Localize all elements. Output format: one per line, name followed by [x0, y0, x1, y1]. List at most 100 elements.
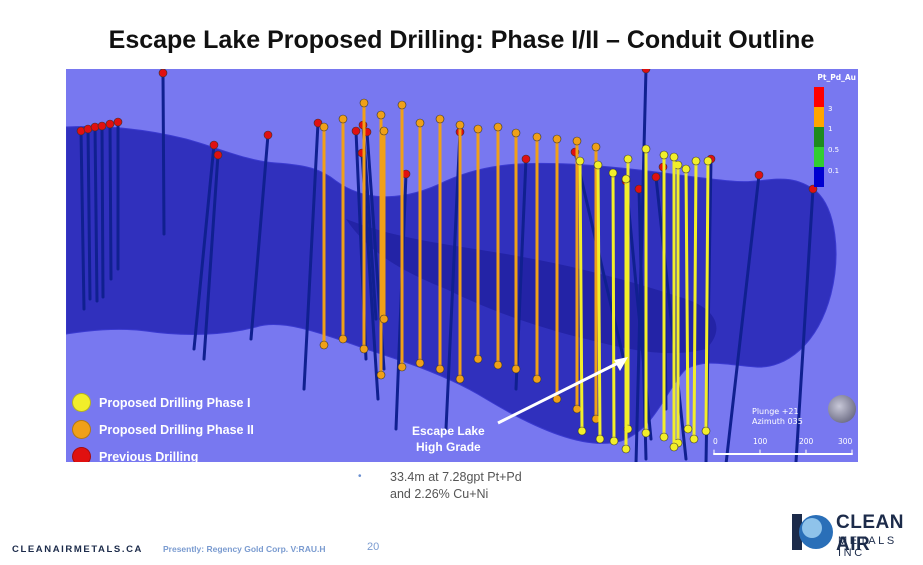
phase1-collar-icon — [621, 174, 631, 184]
phase2-collar-icon — [415, 118, 425, 128]
phase2-collar-icon — [435, 364, 445, 374]
distance-label-100: 100 — [753, 437, 768, 446]
phase1-collar-icon — [659, 150, 669, 160]
previous-drill-trace — [79, 129, 86, 311]
phase2-collar-icon — [473, 354, 483, 364]
arrow-head-icon — [614, 357, 628, 371]
bullet-icon: • — [358, 471, 362, 482]
previous-drill-trace — [108, 122, 113, 281]
logo-mark-icon — [792, 514, 833, 550]
previous-drill-trace — [444, 130, 462, 431]
grade-label-0-5: 0.5 — [828, 146, 840, 154]
phase1-collar-icon — [669, 152, 679, 162]
phase2-collar-icon — [552, 134, 562, 144]
footer-website: CLEANAIRMETALS.CA — [12, 544, 143, 555]
phase1-collar-icon — [681, 164, 691, 174]
previous-drill-trace — [794, 187, 815, 462]
distance-label-200: 200 — [799, 437, 814, 446]
high-grade-callout: Escape Lake High Grade — [412, 423, 485, 455]
phase2-collar-icon — [397, 100, 407, 110]
grade-label-3: 3 — [828, 105, 833, 113]
plunge-readout: Plunge +21 — [752, 407, 799, 416]
grade-bin-0-5 — [814, 127, 824, 147]
phase1-collar-icon — [609, 436, 619, 446]
phase2-collar-icon — [473, 124, 483, 134]
phase1-drill-trace — [704, 159, 710, 433]
conduit-scene — [66, 69, 853, 462]
view-orientation: Plunge +21 Azimuth 035 — [752, 407, 803, 427]
previous-drill-trace — [86, 127, 92, 301]
highlight-text: 33.4m at 7.28gpt Pt+Pd and 2.26% Cu+Ni — [390, 469, 522, 503]
previous-collar-icon — [651, 172, 661, 182]
phase1-collar-icon — [593, 160, 603, 170]
phase1-collar-icon — [669, 442, 679, 452]
previous-collar-icon — [90, 122, 100, 132]
phase1-collar-icon — [608, 168, 618, 178]
previous-collar-icon — [209, 140, 219, 150]
phase2-collar-icon — [493, 122, 503, 132]
highlight-line2: and 2.26% Cu+Ni — [390, 487, 489, 501]
phase1-collar-icon — [641, 428, 651, 438]
grade-bin-3 — [814, 87, 824, 107]
previous-drill-trace — [93, 125, 99, 303]
slide-title: Escape Lake Proposed Drilling: Phase I/I… — [108, 26, 815, 54]
grade-scale-bar — [814, 87, 824, 187]
phase2-collar-icon — [379, 314, 389, 324]
phase1-collar-icon — [691, 156, 701, 166]
phase2-collar-icon — [572, 136, 582, 146]
previous-drill-trace — [573, 150, 628, 371]
footer-note: Presently: Regency Gold Corp. V:RAU.H — [163, 544, 326, 554]
phase1-collar-icon — [683, 424, 693, 434]
phase2-collar-icon — [376, 110, 386, 120]
logo-word-metals: METALS INC — [838, 535, 897, 559]
drilling-3d-view: Pt_Pd_Au 3 1 0.5 0.1 Proposed Drilling P… — [66, 69, 858, 462]
grade-bin-1 — [814, 107, 824, 127]
red-dot-icon — [72, 447, 91, 462]
phase1-drill-trace — [684, 167, 690, 431]
phase1-drill-trace — [692, 159, 698, 441]
legend-label: Proposed Drilling Phase II — [99, 422, 254, 437]
previous-drill-trace — [100, 124, 105, 299]
phase1-collar-icon — [689, 434, 699, 444]
phase2-collar-icon — [338, 334, 348, 344]
legend-item-phase2: Proposed Drilling Phase II — [72, 416, 254, 443]
previous-drill-trace — [161, 71, 166, 236]
phase2-collar-icon — [397, 362, 407, 372]
company-logo: CLEAN AIR METALS INC — [790, 510, 918, 559]
previous-collar-icon — [808, 184, 818, 194]
phase1-collar-icon — [641, 144, 651, 154]
phase2-collar-icon — [319, 340, 329, 350]
previous-drill-trace — [724, 173, 761, 462]
previous-drill-trace — [654, 175, 688, 461]
legend-label: Previous Drilling — [99, 449, 199, 463]
previous-collar-icon — [351, 126, 361, 136]
phase2-collar-icon — [359, 344, 369, 354]
phase1-collar-icon — [703, 156, 713, 166]
phase1-collar-icon — [701, 426, 711, 436]
grade-scale-title: Pt_Pd_Au — [817, 73, 856, 82]
phase1-collar-icon — [659, 432, 669, 442]
grade-label-0-1: 0.1 — [828, 167, 840, 175]
phase2-collar-icon — [376, 370, 386, 380]
logo-word-clean-air: CLEAN AIR — [836, 512, 904, 555]
previous-drill-trace — [202, 153, 220, 361]
previous-collar-icon — [97, 121, 107, 131]
callout-line1: Escape Lake — [412, 424, 485, 438]
phase2-collar-icon — [532, 132, 542, 142]
previous-drill-trace — [302, 121, 320, 391]
phase1-drill-trace — [578, 159, 584, 433]
yellow-dot-icon — [72, 393, 91, 412]
highlight-line1: 33.4m at 7.28gpt Pt+Pd — [390, 470, 522, 484]
previous-drill-trace — [514, 157, 528, 391]
previous-collar-icon — [213, 150, 223, 160]
previous-collar-icon — [113, 117, 123, 127]
orientation-compass-icon — [828, 395, 856, 423]
phase2-collar-icon — [511, 364, 521, 374]
phase2-collar-icon — [572, 404, 582, 414]
phase1-collar-icon — [595, 434, 605, 444]
legend: Proposed Drilling Phase I Proposed Drill… — [72, 389, 254, 462]
callout-arrow — [497, 359, 623, 425]
legend-item-phase1: Proposed Drilling Phase I — [72, 389, 254, 416]
previous-collar-icon — [641, 69, 651, 74]
previous-drill-trace — [192, 143, 216, 351]
